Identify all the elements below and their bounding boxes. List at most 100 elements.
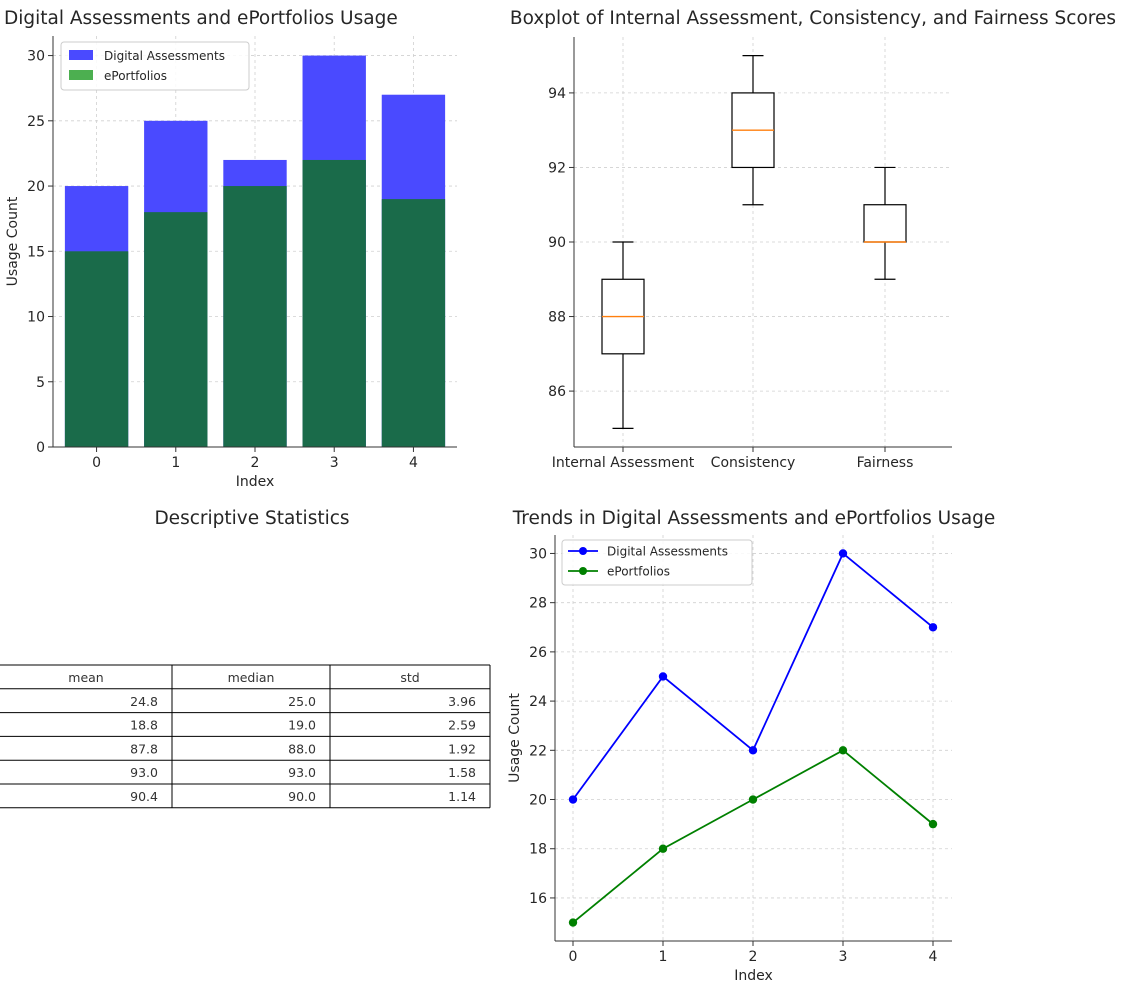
legend-label: ePortfolios — [104, 69, 167, 83]
point-eportfolios-0 — [568, 918, 578, 927]
table-row: 18.8 19.0 2.59 — [130, 718, 476, 733]
x-tick-label: 1 — [659, 949, 668, 965]
table-row: 24.8 25.0 3.96 — [130, 694, 476, 709]
table-cell: 1.92 — [448, 741, 476, 756]
bar-eportfolios-0 — [64, 251, 129, 447]
y-tick-label: 22 — [529, 743, 547, 759]
bar-eportfolios-2 — [223, 186, 287, 448]
y-tick-label: 10 — [27, 310, 45, 326]
y-tick-label: 0 — [36, 440, 45, 456]
legend-swatch — [69, 70, 93, 80]
table-header-cell: std — [400, 670, 419, 685]
table-cell: 19.0 — [288, 718, 316, 733]
box-0 — [601, 241, 645, 429]
legend: Digital Assessments ePortfolios — [60, 41, 250, 91]
box-iqr — [863, 204, 907, 243]
legend-label: ePortfolios — [607, 565, 670, 579]
point-eportfolios-3 — [838, 746, 848, 755]
legend-marker — [579, 567, 587, 575]
x-tick-label: 0 — [569, 949, 578, 965]
point-eportfolios-2 — [748, 795, 758, 804]
table-cell: 88.0 — [288, 741, 316, 756]
table-cell: 24.8 — [130, 694, 158, 709]
y-tick-label: 86 — [548, 384, 566, 400]
y-tick-label: 30 — [529, 546, 547, 562]
y-tick-label: 24 — [529, 694, 547, 710]
x-tick-label: 3 — [330, 455, 339, 471]
y-tick-label: 28 — [529, 596, 547, 612]
point-eportfolios-1 — [658, 844, 668, 853]
point-digital-assessments-0 — [568, 795, 578, 804]
bar-eportfolios-3 — [302, 159, 366, 447]
y-tick-label: 90 — [548, 235, 566, 251]
x-tick-label: 1 — [171, 455, 180, 471]
y-tick-label: 92 — [548, 160, 566, 176]
chart-title: Trends in Digital Assessments and ePortf… — [512, 508, 996, 529]
x-tick-label: Consistency — [711, 455, 796, 471]
y-tick-label: 15 — [27, 244, 45, 260]
x-tick-label: 3 — [839, 949, 848, 965]
y-tick-label: 5 — [36, 375, 45, 391]
legend-marker — [579, 547, 587, 555]
box-2 — [863, 166, 907, 280]
chart-title: Digital Assessments and ePortfolios Usag… — [4, 8, 398, 29]
y-tick-label: 20 — [27, 179, 45, 195]
x-tick-label: 2 — [251, 455, 260, 471]
legend-label: Digital Assessments — [104, 49, 225, 63]
x-axis-label: Index — [734, 968, 773, 984]
y-tick-label: 16 — [529, 891, 547, 907]
table-cell: 1.58 — [448, 765, 476, 780]
x-tick-label: 4 — [409, 455, 418, 471]
table-header-cell: mean — [68, 670, 103, 685]
point-digital-assessments-4 — [928, 623, 938, 632]
point-digital-assessments-1 — [658, 672, 668, 681]
x-tick-label: 4 — [929, 949, 938, 965]
table-row: 93.0 93.0 1.58 — [130, 765, 476, 780]
x-tick-label: 2 — [749, 949, 758, 965]
x-axis-label: Index — [236, 474, 275, 490]
point-digital-assessments-3 — [838, 549, 848, 558]
table-cell: 18.8 — [130, 718, 158, 733]
legend-swatch — [69, 50, 93, 60]
x-tick-label: Fairness — [857, 455, 914, 471]
table-cell: 90.4 — [130, 789, 158, 804]
legend: Digital Assessments ePortfolios — [561, 539, 753, 586]
chart-title: Boxplot of Internal Assessment, Consiste… — [510, 8, 1116, 29]
y-tick-label: 30 — [27, 49, 45, 65]
y-tick-label: 94 — [548, 86, 566, 102]
table-row: 87.8 88.0 1.92 — [130, 741, 476, 756]
usage-trend-line-chart: 16 18 20 22 24 26 28 30 0 1 2 3 4 Index Usage Count Tre… — [507, 508, 995, 984]
table-title: Descriptive Statistics — [154, 508, 349, 529]
table-cell: 25.0 — [288, 694, 316, 709]
bar-eportfolios-4 — [381, 199, 446, 447]
y-tick-label: 18 — [529, 842, 547, 858]
y-axis-label: Usage Count — [5, 196, 21, 286]
x-tick-label: Internal Assessment — [552, 455, 695, 471]
boxplot-chart: 86 88 90 92 94 Internal Assessment Consistency… — [510, 8, 1116, 471]
bar-eportfolios-1 — [144, 212, 208, 447]
y-axis-label: Usage Count — [507, 693, 523, 783]
point-eportfolios-4 — [928, 819, 938, 829]
point-digital-assessments-2 — [748, 746, 758, 755]
table-cell: 90.0 — [288, 789, 316, 804]
table-row: 90.4 90.0 1.14 — [130, 789, 476, 804]
x-tick-label: 0 — [92, 455, 101, 471]
legend-box — [561, 539, 753, 586]
table-cell: 93.0 — [288, 765, 316, 780]
stacked-bar-chart: 0 5 10 15 20 25 30 0 1 2 3 4 Index Usage Count Digital… — [4, 8, 457, 490]
table-cell: 93.0 — [130, 765, 158, 780]
box-1 — [731, 55, 775, 206]
table-cell: 3.96 — [448, 694, 476, 709]
y-tick-label: 88 — [548, 310, 566, 326]
legend-box — [60, 41, 250, 91]
y-tick-label: 20 — [529, 793, 547, 809]
y-tick-label: 25 — [27, 114, 45, 130]
legend-label: Digital Assessments — [607, 545, 728, 559]
table-cell: 2.59 — [448, 718, 476, 733]
table-cell: 87.8 — [130, 741, 158, 756]
y-tick-label: 26 — [529, 645, 547, 661]
table-header-cell: median — [228, 670, 275, 685]
table-cell: 1.14 — [448, 789, 476, 804]
